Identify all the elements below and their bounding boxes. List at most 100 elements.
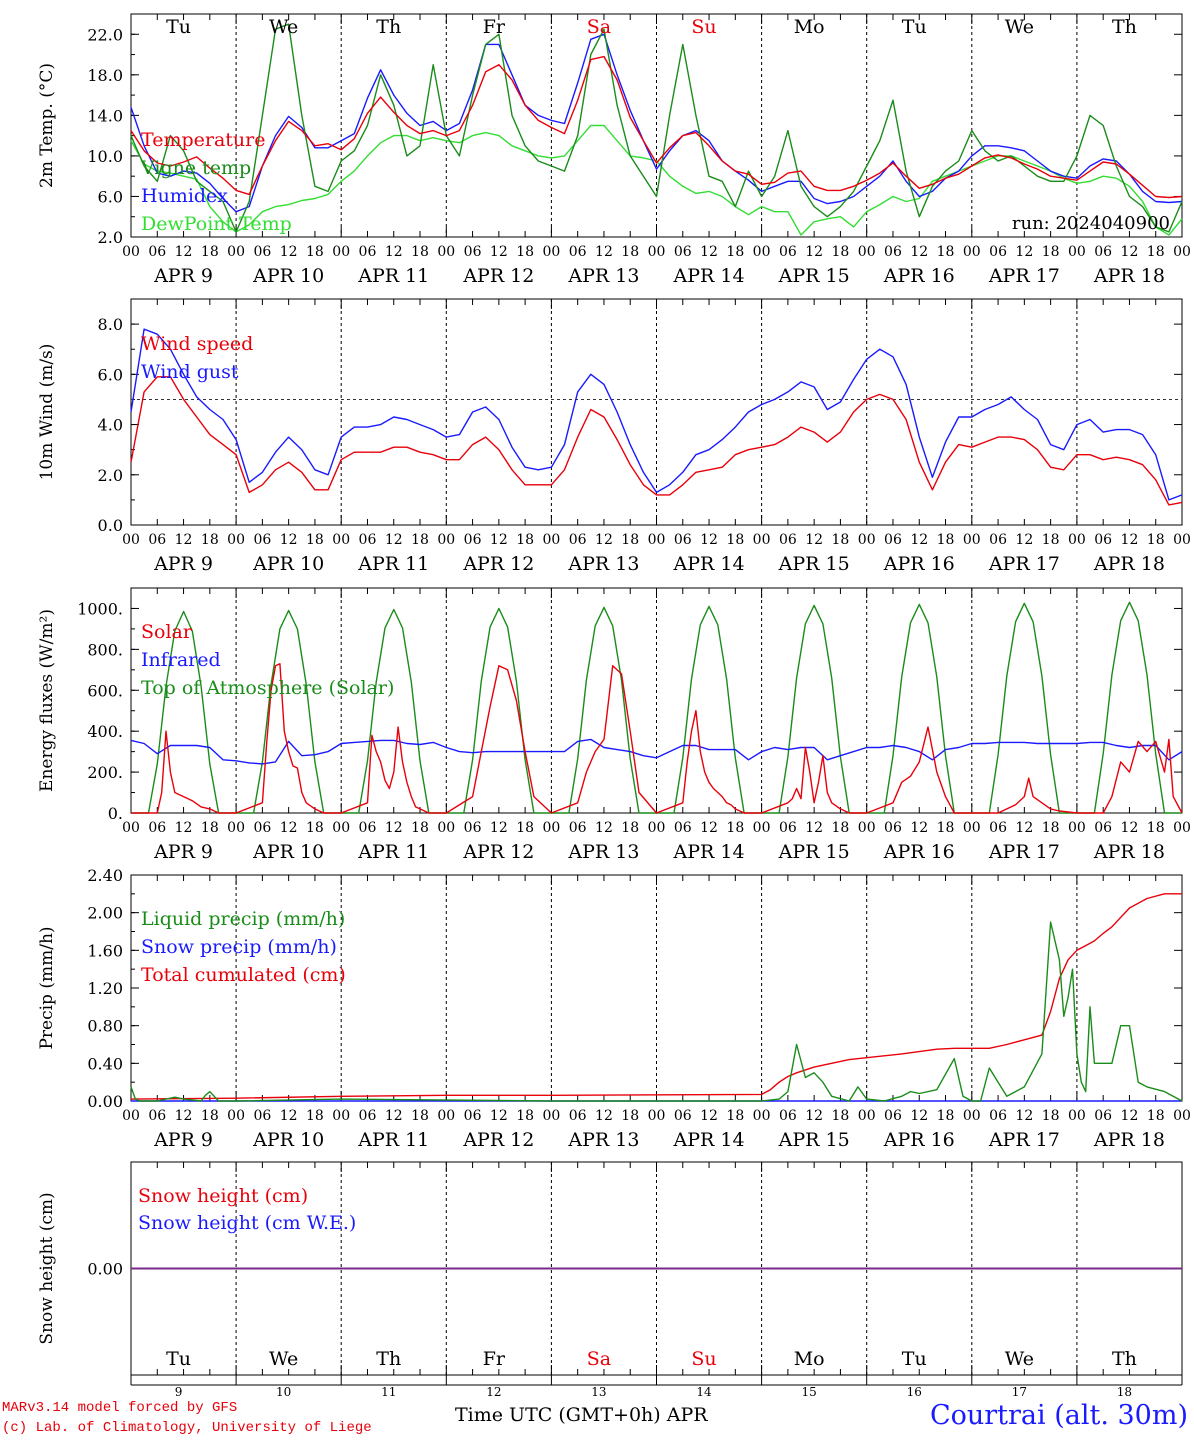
hour-tick-label: 00 <box>227 1108 245 1124</box>
date-label: APR 16 <box>883 841 955 863</box>
hour-tick-label: 00 <box>437 820 455 836</box>
hour-tick-label: 12 <box>1121 820 1139 836</box>
date-label: APR 16 <box>883 1129 955 1151</box>
hour-tick-label: 06 <box>884 532 902 548</box>
date-label: APR 11 <box>357 841 429 863</box>
hour-tick-label: 18 <box>832 532 850 548</box>
date-label: APR 15 <box>778 553 850 575</box>
legend-entry: Total cumulated (cm) <box>141 964 346 986</box>
date-label: APR 14 <box>673 1129 745 1151</box>
day-number-label: 13 <box>591 1385 606 1399</box>
panel-frame <box>130 587 1183 814</box>
date-label: APR 12 <box>462 1129 534 1151</box>
date-label: APR 18 <box>1093 265 1165 287</box>
day-number-label: 9 <box>175 1385 183 1399</box>
hour-tick-label: 00 <box>648 1108 666 1124</box>
hour-tick-label: 12 <box>175 244 193 260</box>
weekday-label: Fr <box>483 1348 506 1370</box>
y-tick-label: 800. <box>87 640 123 659</box>
hour-tick-label: 18 <box>1147 244 1165 260</box>
y-axis-title: 10m Wind (m/s) <box>37 344 57 481</box>
date-label: APR 14 <box>673 553 745 575</box>
hour-tick-label: 18 <box>621 1108 639 1124</box>
date-label: APR 15 <box>778 841 850 863</box>
hour-tick-label: 06 <box>674 1108 692 1124</box>
legend-entry: Humidex <box>141 185 228 207</box>
weekday-label: Tu <box>166 16 191 38</box>
hour-tick-label: 12 <box>595 244 613 260</box>
hour-tick-label: 18 <box>201 1108 219 1124</box>
hour-tick-label: 18 <box>726 532 744 548</box>
series-line-blue <box>130 738 1183 765</box>
date-label: APR 15 <box>778 265 850 287</box>
hour-tick-label: 00 <box>227 244 245 260</box>
hour-tick-label: 18 <box>411 532 429 548</box>
hour-tick-label: 18 <box>726 1108 744 1124</box>
hour-tick-label: 12 <box>385 820 403 836</box>
series-line-red <box>130 55 1183 199</box>
date-label: APR 9 <box>153 841 213 863</box>
y-tick-label: 2.0 <box>98 228 123 247</box>
hour-tick-label: 12 <box>175 820 193 836</box>
hour-tick-label: 12 <box>1015 820 1033 836</box>
date-label: APR 13 <box>567 841 639 863</box>
hour-tick-label: 06 <box>569 244 587 260</box>
hour-tick-label: 18 <box>1147 1108 1165 1124</box>
hour-tick-label: 18 <box>1147 532 1165 548</box>
hour-tick-label: 00 <box>1173 244 1191 260</box>
hour-tick-label: 06 <box>253 244 271 260</box>
hour-tick-label: 06 <box>148 532 166 548</box>
hour-tick-label: 18 <box>621 244 639 260</box>
date-label: APR 13 <box>567 1129 639 1151</box>
hour-tick-label: 00 <box>227 532 245 548</box>
legend-entry: Snow precip (mm/h) <box>141 936 337 958</box>
hour-tick-label: 12 <box>595 820 613 836</box>
date-label: APR 11 <box>357 1129 429 1151</box>
credit-line-model: MARv3.14 model forced by GFS <box>2 1400 238 1416</box>
hour-tick-label: 06 <box>989 1108 1007 1124</box>
hour-tick-label: 06 <box>253 532 271 548</box>
hour-tick-label: 00 <box>1068 532 1086 548</box>
y-axis-title: Snow height (cm) <box>37 1192 57 1344</box>
date-label: APR 18 <box>1093 553 1165 575</box>
hour-tick-label: 00 <box>648 820 666 836</box>
hour-tick-label: 18 <box>726 820 744 836</box>
hour-tick-label: 18 <box>411 820 429 836</box>
date-label: APR 13 <box>567 553 639 575</box>
weekday-label: Tu <box>166 1348 191 1370</box>
weekday-label: Sa <box>587 1348 611 1370</box>
weekday-label: We <box>1005 16 1034 38</box>
credit-line-lab: (c) Lab. of Climatology, University of L… <box>2 1420 372 1436</box>
y-tick-label: 0.00 <box>87 1092 123 1111</box>
hour-tick-label: 18 <box>306 244 324 260</box>
weekday-label: Tu <box>902 1348 927 1370</box>
panel-2: 0.0 2.0 4.0 6.0 8.0 10m Wind (m/s) Wind speed W… <box>37 298 1191 575</box>
hour-tick-label: 00 <box>542 820 560 836</box>
legend-entry: Infrared <box>141 649 221 671</box>
time-axis-title: Time UTC (GMT+0h) APR <box>455 1404 708 1426</box>
station-label: Courtrai (alt. 30m) <box>929 1400 1188 1431</box>
y-tick-label: 10.0 <box>87 147 123 166</box>
date-label: APR 13 <box>567 265 639 287</box>
y-tick-label: 14.0 <box>87 106 123 125</box>
hour-tick-label: 00 <box>1068 244 1086 260</box>
hour-tick-label: 00 <box>332 244 350 260</box>
date-label: APR 9 <box>153 553 213 575</box>
legend-entry: Liquid precip (mm/h) <box>141 908 345 930</box>
y-axis-title: Precip (mm/h) <box>37 926 57 1049</box>
weekday-label: Su <box>691 1348 716 1370</box>
hour-tick-label: 12 <box>595 532 613 548</box>
y-tick-label: 1.20 <box>87 979 123 998</box>
run-annotation: run: 2024040900 <box>1012 213 1170 234</box>
y-tick-label: 8.0 <box>98 315 123 334</box>
hour-tick-label: 12 <box>1121 244 1139 260</box>
y-tick-label: 22.0 <box>87 25 123 44</box>
hour-tick-label: 00 <box>122 244 140 260</box>
hour-tick-label: 18 <box>1042 1108 1060 1124</box>
hour-tick-label: 00 <box>753 1108 771 1124</box>
hour-tick-label: 00 <box>437 244 455 260</box>
day-number-label: 11 <box>381 1385 396 1399</box>
hour-tick-label: 12 <box>490 1108 508 1124</box>
weekday-label: Sa <box>587 16 611 38</box>
